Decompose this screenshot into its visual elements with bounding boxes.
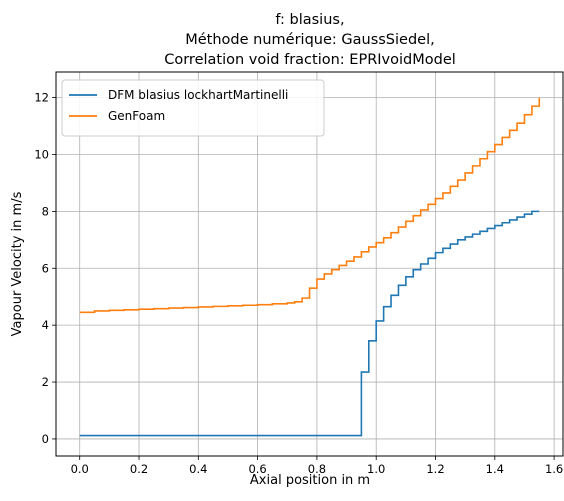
x-tick-label: 0.0 — [71, 462, 89, 476]
chart-title-line-2: Méthode numérique: GaussSiedel, — [185, 32, 434, 48]
chart-title: f: blasius, Méthode numérique: GaussSied… — [164, 12, 456, 68]
series-layer — [79, 97, 541, 437]
legend: DFM blasius lockhartMartinelli GenFoam — [61, 79, 325, 137]
y-tick-label: 10 — [34, 147, 49, 161]
grid — [56, 72, 563, 456]
legend-label-2: GenFoam — [108, 109, 165, 123]
y-tick-label: 2 — [42, 375, 49, 389]
chart-title-line-3: Correlation void fraction: EPRIvoidModel — [164, 52, 456, 68]
chart-title-line-1: f: blasius, — [275, 12, 344, 28]
x-axis-label: Axial position in m — [250, 473, 370, 488]
x-tick-label: 1.6 — [545, 462, 563, 476]
series-line-2 — [79, 97, 541, 314]
y-tick-label: 12 — [34, 91, 49, 105]
x-tick-label: 0.6 — [248, 462, 266, 476]
x-tick-label: 1.4 — [486, 462, 504, 476]
y-tick-label: 0 — [42, 432, 49, 446]
legend-label-1: DFM blasius lockhartMartinelli — [108, 88, 288, 102]
plot-frame — [55, 71, 564, 457]
y-tick-label: 6 — [42, 261, 49, 275]
y-tick-label: 4 — [42, 318, 49, 332]
x-tick-label: 0.2 — [130, 462, 148, 476]
y-tick-label: 8 — [42, 204, 49, 218]
x-tick-label: 1.2 — [426, 462, 444, 476]
series-line-1 — [79, 210, 540, 437]
y-axis-label: Vapour Velocity in m/s — [10, 191, 25, 336]
ticks: 0.0 0.2 0.4 0.6 0.8 1.0 1.2 1.4 1.6 0 2 4 6 8 10 12 — [34, 91, 563, 476]
legend-box — [61, 79, 325, 137]
x-tick-label: 0.8 — [308, 462, 326, 476]
x-tick-label: 1.0 — [367, 462, 385, 476]
x-tick-label: 0.4 — [189, 462, 207, 476]
